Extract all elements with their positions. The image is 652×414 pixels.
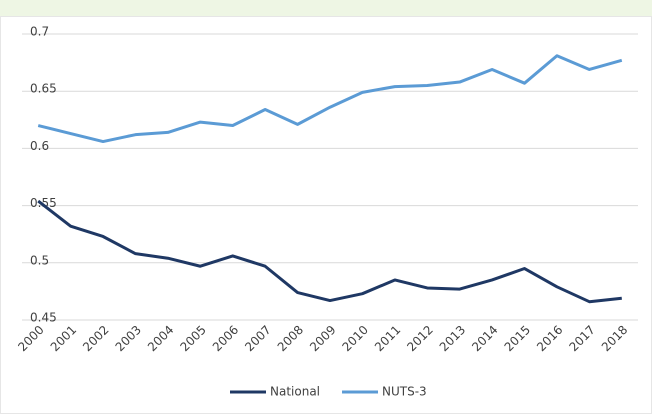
x-tick-label: 2007 [242, 323, 273, 354]
line-series [37, 199, 622, 304]
x-tick-label: 2008 [275, 323, 306, 354]
y-tick-label: 0.5 [30, 253, 49, 267]
x-tick-label: 2009 [307, 323, 338, 354]
x-tick-label: 2016 [534, 323, 565, 354]
x-tick-label: 2018 [599, 323, 630, 354]
x-tick-label: 2006 [210, 323, 241, 354]
x-tick-label: 2010 [340, 323, 371, 354]
y-tick-label: 0.7 [30, 25, 49, 39]
legend-label: NUTS-3 [382, 385, 427, 399]
legend-label: National [270, 385, 320, 399]
x-tick-label: 2017 [566, 323, 597, 354]
x-tick-label: 2013 [437, 323, 468, 354]
x-tick-label: 2001 [48, 323, 79, 354]
x-tick-label: 2002 [80, 323, 111, 354]
y-tick-label: 0.65 [30, 82, 57, 96]
y-tick-label: 0.55 [30, 196, 57, 210]
x-tick-label: 2000 [15, 323, 46, 354]
x-tick-label: 2012 [404, 323, 435, 354]
x-tick-label: 2003 [113, 323, 144, 354]
chart-border [0, 16, 652, 414]
x-tick-label: 2005 [177, 323, 208, 354]
x-tick-label: 2015 [502, 323, 533, 354]
y-tick-label: 0.6 [30, 139, 49, 153]
x-tick-label: 2014 [469, 323, 500, 354]
x-tick-label: 2011 [372, 323, 403, 354]
line-series [37, 54, 623, 144]
header-band [0, 0, 652, 16]
y-tick-label: 0.45 [30, 311, 57, 325]
x-tick-label: 2004 [145, 323, 176, 354]
